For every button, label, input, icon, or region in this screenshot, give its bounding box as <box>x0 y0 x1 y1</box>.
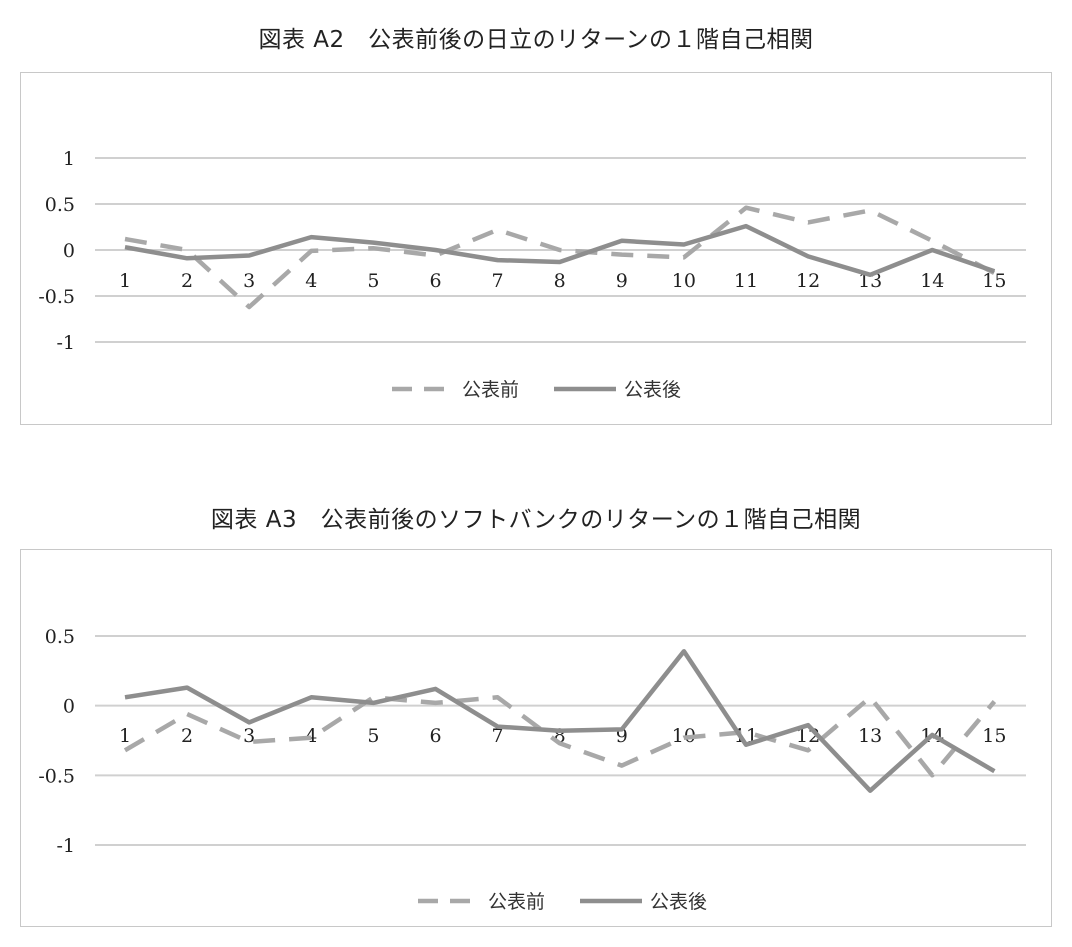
a2-y-tick-label: 0 <box>63 240 75 262</box>
a2-x-tick-label: 9 <box>616 270 628 292</box>
a3-x-tick-label: 1 <box>119 725 131 747</box>
a2-x-tick-label: 13 <box>858 270 882 292</box>
a3-x-tick-label: 13 <box>858 725 882 747</box>
a3-series-before-line <box>123 695 997 778</box>
a2-legend-label-before: 公表前 <box>462 379 519 401</box>
a2-y-tick-label: -0.5 <box>38 286 75 308</box>
a3-series-after-line <box>124 649 996 793</box>
a3-y-tick-label: 0.5 <box>45 626 75 648</box>
a2-y-tick-label: 0.5 <box>45 194 75 216</box>
chart-a3-frame <box>20 549 1052 927</box>
a2-legend-label-after: 公表後 <box>624 379 681 401</box>
a3-x-tick-label: 7 <box>492 725 504 747</box>
a2-y-tick-label: 1 <box>63 148 75 170</box>
a2-x-tick-label: 8 <box>554 270 566 292</box>
a3-y-tick-label: -1 <box>56 835 75 857</box>
a2-y-tick-label: -1 <box>56 332 75 354</box>
a3-x-tick-label: 6 <box>429 725 441 747</box>
a2-x-tick-label: 14 <box>920 270 944 292</box>
a2-x-tick-label: 7 <box>492 270 504 292</box>
a2-x-tick-label: 6 <box>429 270 441 292</box>
a2-x-tick-label: 15 <box>982 270 1006 292</box>
a2-x-tick-label: 10 <box>672 270 696 292</box>
a3-legend-label-before: 公表前 <box>488 891 545 913</box>
a3-legend-label-after: 公表後 <box>650 891 707 913</box>
a2-x-tick-label: 5 <box>367 270 379 292</box>
a2-series-after-line <box>124 223 996 278</box>
a3-x-tick-label: 15 <box>982 725 1006 747</box>
a3-x-tick-label: 5 <box>367 725 379 747</box>
chart-a2-frame <box>20 72 1052 425</box>
a2-x-tick-label: 2 <box>181 270 193 292</box>
a3-y-tick-label: -0.5 <box>38 765 75 787</box>
a2-x-tick-label: 3 <box>243 270 255 292</box>
a3-y-tick-label: 0 <box>63 696 75 718</box>
a2-x-tick-label: 11 <box>734 270 758 292</box>
a3-x-tick-label: 4 <box>305 725 317 747</box>
a2-x-tick-label: 4 <box>305 270 317 292</box>
a2-x-tick-label: 12 <box>796 270 820 292</box>
chart-a3-title: 図表 A3 公表前後のソフトバンクのリターンの１階自己相関 <box>210 507 862 533</box>
a2-series-before-line <box>124 205 996 310</box>
a3-x-tick-label: 3 <box>243 725 255 747</box>
a3-x-tick-label: 2 <box>181 725 193 747</box>
chart-a2-title: 図表 A2 公表前後の日立のリターンの１階自己相関 <box>258 27 814 53</box>
a2-x-tick-label: 1 <box>119 270 131 292</box>
